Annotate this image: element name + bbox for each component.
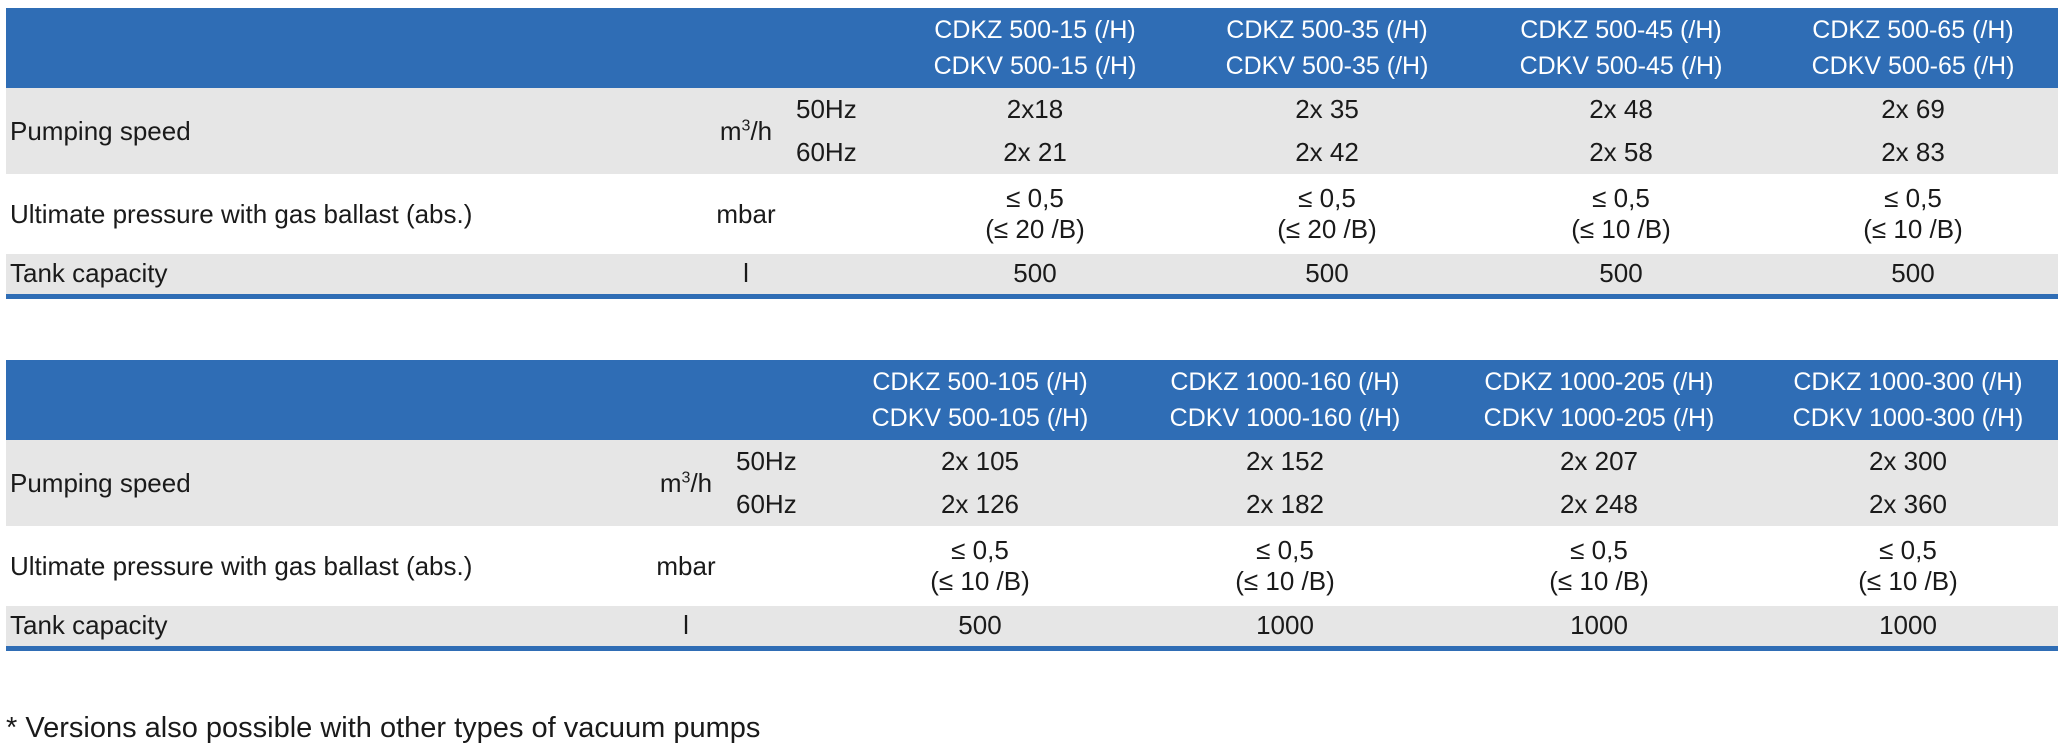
value-cell: ≤ 0,5 (≤ 10 /B) xyxy=(1235,535,1335,596)
value-cell: ≤ 0,5 (≤ 10 /B) xyxy=(1863,183,1963,244)
value-cell: 2x 360 xyxy=(1758,483,2058,526)
value-cell: ≤ 0,5 (≤ 10 /B) xyxy=(1858,535,1958,596)
row-label-pumping-speed: Pumping speed xyxy=(6,88,702,174)
value-cell: 500 xyxy=(1474,254,1768,299)
model-name-cdkv: CDKV 500-105 (/H) xyxy=(871,404,1089,432)
model-name-cdkz: CDKZ 500-15 (/H) xyxy=(934,16,1136,44)
value-cell: 2x 300 xyxy=(1758,440,2058,483)
freq-blank xyxy=(730,526,830,606)
model-header: CDKZ 1000-160 (/H) CDKV 1000-160 (/H) xyxy=(1130,360,1440,440)
value-cell: 2x 69 xyxy=(1768,88,2058,131)
model-name-cdkz: CDKZ 500-45 (/H) xyxy=(1520,16,1722,44)
value-cell: 2x 105 xyxy=(830,440,1130,483)
model-name-cdkz: CDKZ 500-65 (/H) xyxy=(1812,16,2014,44)
model-name-cdkv: CDKV 1000-300 (/H) xyxy=(1792,404,2024,432)
model-name-cdkv: CDKV 500-35 (/H) xyxy=(1225,52,1429,80)
model-name-cdkv: CDKV 500-15 (/H) xyxy=(933,52,1137,80)
model-header: CDKZ 500-45 (/H) CDKV 500-45 (/H) xyxy=(1474,8,1768,88)
value-cell: 1000 xyxy=(1130,606,1440,651)
value-cell: 2x 182 xyxy=(1130,483,1440,526)
table-header-row: CDKZ 500-15 (/H) CDKV 500-15 (/H) CDKZ 5… xyxy=(6,8,2058,88)
unit-mbar: mbar xyxy=(656,550,716,581)
value-cell: 2x 152 xyxy=(1130,440,1440,483)
header-blank xyxy=(6,360,830,440)
value-cell: ≤ 0,5 (≤ 10 /B) xyxy=(930,535,1030,596)
model-name-cdkz: CDKZ 1000-205 (/H) xyxy=(1484,368,1714,396)
value-cell: 2x 21 xyxy=(890,131,1180,174)
spec-table-2: CDKZ 500-105 (/H) CDKV 500-105 (/H) CDKZ… xyxy=(6,360,2058,651)
model-name-cdkv: CDKV 500-45 (/H) xyxy=(1519,52,1723,80)
freq-60hz: 60Hz xyxy=(790,131,890,174)
value-cell: 500 xyxy=(830,606,1130,651)
unit-mbar: mbar xyxy=(716,198,776,229)
tank-capacity-row: Tank capacity l 500 500 500 500 xyxy=(6,254,2058,299)
model-name-cdkz: CDKZ 500-105 (/H) xyxy=(872,368,1088,396)
value-cell: 1000 xyxy=(1758,606,2058,651)
freq-60hz: 60Hz xyxy=(730,483,830,526)
model-name-cdkv: CDKV 1000-160 (/H) xyxy=(1169,404,1401,432)
unit-litre: l xyxy=(702,254,790,299)
freq-blank xyxy=(730,606,830,651)
model-header: CDKZ 1000-300 (/H) CDKV 1000-300 (/H) xyxy=(1758,360,2058,440)
value-cell: 500 xyxy=(890,254,1180,299)
model-header: CDKZ 500-65 (/H) CDKV 500-65 (/H) xyxy=(1768,8,2058,88)
freq-blank xyxy=(790,174,890,254)
row-label-pumping-speed: Pumping speed xyxy=(6,440,642,526)
row-label-ultimate-pressure: Ultimate pressure with gas ballast (abs.… xyxy=(10,550,473,581)
value-cell: 2x 207 xyxy=(1440,440,1758,483)
ultimate-pressure-row: Ultimate pressure with gas ballast (abs.… xyxy=(6,174,2058,254)
value-cell: 2x 126 xyxy=(830,483,1130,526)
table-header-row: CDKZ 500-105 (/H) CDKV 500-105 (/H) CDKZ… xyxy=(6,360,2058,440)
value-cell: 500 xyxy=(1180,254,1474,299)
tank-capacity-row: Tank capacity l 500 1000 1000 1000 xyxy=(6,606,2058,651)
model-name-cdkz: CDKZ 1000-300 (/H) xyxy=(1793,368,2023,396)
model-header: CDKZ 500-35 (/H) CDKV 500-35 (/H) xyxy=(1180,8,1474,88)
freq-50hz: 50Hz xyxy=(730,440,830,483)
value-cell: 2x 58 xyxy=(1474,131,1768,174)
pumping-speed-row-50hz: Pumping speed m3/h 50Hz 2x 105 2x 152 2x… xyxy=(6,440,2058,526)
value-cell: 2x 48 xyxy=(1474,88,1768,131)
value-cell: ≤ 0,5 (≤ 10 /B) xyxy=(1549,535,1649,596)
model-name-cdkz: CDKZ 500-35 (/H) xyxy=(1226,16,1428,44)
header-blank xyxy=(6,8,890,88)
row-label-ultimate-pressure: Ultimate pressure with gas ballast (abs.… xyxy=(10,198,473,229)
value-cell: 2x 83 xyxy=(1768,131,2058,174)
model-header: CDKZ 1000-205 (/H) CDKV 1000-205 (/H) xyxy=(1440,360,1758,440)
value-cell: 2x 35 xyxy=(1180,88,1474,131)
model-header: CDKZ 500-105 (/H) CDKV 500-105 (/H) xyxy=(830,360,1130,440)
value-cell: 2x 248 xyxy=(1440,483,1758,526)
unit-m3h: m3/h xyxy=(702,88,790,174)
value-cell: ≤ 0,5 (≤ 20 /B) xyxy=(985,183,1085,244)
spec-table-1: CDKZ 500-15 (/H) CDKV 500-15 (/H) CDKZ 5… xyxy=(6,8,2058,299)
value-cell: ≤ 0,5 (≤ 20 /B) xyxy=(1277,183,1377,244)
ultimate-pressure-row: Ultimate pressure with gas ballast (abs.… xyxy=(6,526,2058,606)
value-cell: 500 xyxy=(1768,254,2058,299)
value-cell: 2x 42 xyxy=(1180,131,1474,174)
unit-m3h: m3/h xyxy=(642,440,730,526)
pumping-speed-row-50hz: Pumping speed m3/h 50Hz 2x18 2x 35 2x 48… xyxy=(6,88,2058,174)
value-cell: 1000 xyxy=(1440,606,1758,651)
model-name-cdkv: CDKV 1000-205 (/H) xyxy=(1483,404,1715,432)
value-cell: ≤ 0,5 (≤ 10 /B) xyxy=(1571,183,1671,244)
footnote: * Versions also possible with other type… xyxy=(6,712,761,744)
pumping-speed-row-60hz: 60Hz 2x 126 2x 182 2x 248 2x 360 xyxy=(6,483,2058,526)
pumping-speed-row-60hz: 60Hz 2x 21 2x 42 2x 58 2x 83 xyxy=(6,131,2058,174)
value-cell: 2x18 xyxy=(890,88,1180,131)
model-header: CDKZ 500-15 (/H) CDKV 500-15 (/H) xyxy=(890,8,1180,88)
model-name-cdkz: CDKZ 1000-160 (/H) xyxy=(1170,368,1400,396)
freq-blank xyxy=(790,254,890,299)
freq-50hz: 50Hz xyxy=(790,88,890,131)
unit-litre: l xyxy=(642,606,730,651)
model-name-cdkv: CDKV 500-65 (/H) xyxy=(1811,52,2015,80)
row-label-tank-capacity: Tank capacity xyxy=(6,606,642,651)
row-label-tank-capacity: Tank capacity xyxy=(6,254,702,299)
